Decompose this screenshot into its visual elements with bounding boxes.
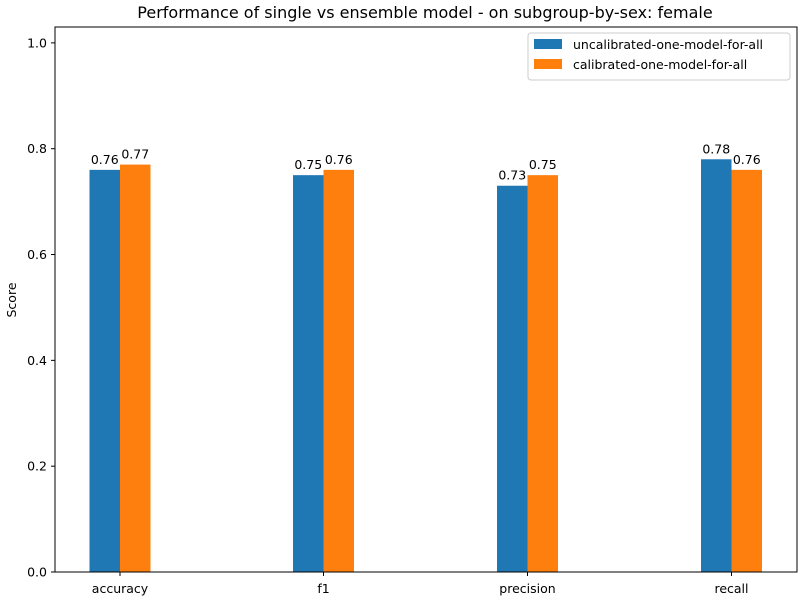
y-tick-label: 0.6 xyxy=(27,247,47,262)
bar-value-label: 0.76 xyxy=(91,152,119,167)
legend-label-calibrated-one-model-for-all: calibrated-one-model-for-all xyxy=(573,57,747,72)
bar-uncalibrated-one-model-for-all-f1 xyxy=(293,175,324,572)
y-tick-label: 0.8 xyxy=(27,141,47,156)
bar-uncalibrated-one-model-for-all-recall xyxy=(701,159,732,572)
legend-swatch-calibrated-one-model-for-all xyxy=(534,59,562,69)
bar-value-label: 0.76 xyxy=(733,152,761,167)
bar-value-label: 0.73 xyxy=(498,168,526,183)
bar-uncalibrated-one-model-for-all-precision xyxy=(497,185,528,573)
bar-calibrated-one-model-for-all-recall xyxy=(731,169,762,572)
legend-frame xyxy=(527,32,791,81)
chart-title: Performance of single vs ensemble model … xyxy=(137,3,712,22)
x-tick-label-accuracy: accuracy xyxy=(92,581,149,596)
bar-calibrated-one-model-for-all-accuracy xyxy=(120,164,151,572)
legend-label-uncalibrated-one-model-for-all: uncalibrated-one-model-for-all xyxy=(573,37,763,52)
y-axis-label: Score xyxy=(4,282,19,317)
bar-uncalibrated-one-model-for-all-accuracy xyxy=(89,169,120,572)
bar-value-label: 0.76 xyxy=(325,152,353,167)
y-tick-label: 0.0 xyxy=(27,565,47,580)
y-tick-label: 0.2 xyxy=(27,459,47,474)
x-axis-ticks: accuracy f1 precision recall xyxy=(92,572,749,596)
bar-value-label: 0.75 xyxy=(294,157,322,172)
bar-value-label: 0.78 xyxy=(702,141,730,156)
x-tick-label-f1: f1 xyxy=(317,581,329,596)
legend: uncalibrated-one-model-for-all calibrated… xyxy=(527,32,791,81)
bar-calibrated-one-model-for-all-precision xyxy=(527,175,558,572)
y-tick-label: 0.4 xyxy=(27,353,47,368)
bar-calibrated-one-model-for-all-f1 xyxy=(323,169,354,572)
legend-swatch-uncalibrated-one-model-for-all xyxy=(534,39,562,49)
bar-value-label: 0.77 xyxy=(121,147,149,162)
y-tick-label: 1.0 xyxy=(27,35,47,50)
x-tick-label-recall: recall xyxy=(714,581,748,596)
y-axis-ticks: 0.0 0.2 0.4 0.6 0.8 1.0 xyxy=(27,35,55,580)
x-tick-label-precision: precision xyxy=(499,581,555,596)
plot-frame xyxy=(54,26,798,573)
bar-value-label: 0.75 xyxy=(529,157,557,172)
bar-labels-group: 0.76 0.750.730.780.77 0.76 0.75 0.76 xyxy=(91,141,761,182)
bars-group xyxy=(89,159,762,573)
